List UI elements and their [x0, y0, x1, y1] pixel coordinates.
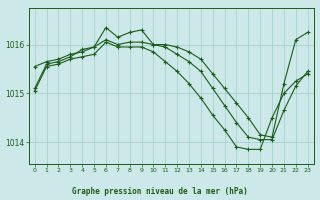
Text: Graphe pression niveau de la mer (hPa): Graphe pression niveau de la mer (hPa)	[72, 187, 248, 196]
